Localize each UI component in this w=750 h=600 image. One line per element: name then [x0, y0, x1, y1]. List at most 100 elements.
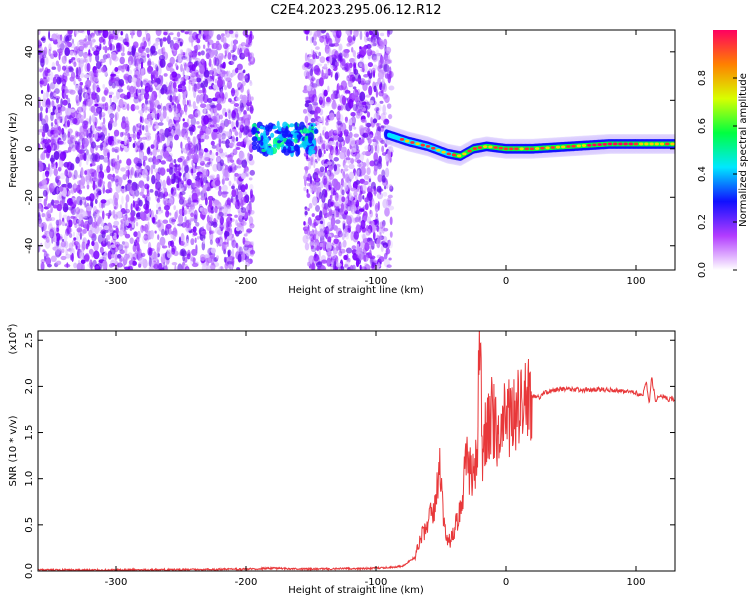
snr-x-axis: -300 -200 -100 0 100 [105, 331, 646, 588]
noise-blob [107, 136, 113, 146]
noise-blob [200, 181, 204, 188]
noise-blob [221, 140, 228, 144]
noise-blob [150, 151, 153, 156]
noise-blob [247, 244, 253, 248]
noise-blob [340, 146, 347, 153]
signal-blob [297, 148, 301, 156]
noise-blob [86, 205, 93, 212]
noise-blob [117, 139, 123, 144]
noise-blob [140, 62, 144, 70]
noise-blob [369, 249, 372, 255]
noise-blob [202, 44, 206, 50]
noise-blob [99, 110, 102, 120]
noise-blob [318, 96, 323, 106]
noise-blob [214, 91, 222, 99]
noise-blob [141, 102, 145, 109]
noise-blob [188, 55, 192, 64]
noise-blob [388, 71, 394, 78]
noise-blob [382, 191, 388, 197]
signal-peak [415, 142, 420, 146]
noise-blob [81, 104, 87, 113]
noise-blob [303, 85, 307, 91]
noise-blob [228, 142, 234, 147]
noise-blob [108, 94, 113, 99]
noise-blob [239, 102, 244, 113]
noise-blob [366, 265, 372, 269]
signal-peak [550, 146, 555, 149]
noise-blob [93, 171, 100, 182]
noise-blob [104, 87, 109, 97]
noise-blob [46, 153, 50, 159]
noise-blob [40, 57, 45, 68]
noise-blob [111, 51, 117, 61]
noise-blob [99, 43, 102, 51]
noise-blob [138, 263, 142, 268]
noise-blob [140, 94, 144, 100]
noise-blob [40, 106, 43, 112]
noise-blob [38, 203, 43, 212]
noise-blob [41, 179, 48, 185]
noise-blob [383, 252, 388, 260]
noise-blob [375, 88, 379, 98]
noise-blob [182, 97, 187, 106]
noise-blob [64, 122, 68, 130]
noise-blob [191, 159, 194, 167]
noise-blob [325, 121, 329, 126]
signal-peak [405, 139, 410, 143]
noise-blob [187, 152, 192, 161]
signal-peak [670, 142, 675, 146]
noise-blob [52, 226, 56, 233]
noise-blob [319, 30, 327, 34]
noise-blob [119, 131, 124, 138]
noise-blob [114, 253, 117, 263]
noise-blob [308, 161, 312, 170]
noise-blob [130, 210, 136, 217]
noise-blob [349, 137, 356, 147]
noise-blob [318, 265, 321, 270]
noise-blob [40, 153, 44, 160]
noise-blob [106, 53, 111, 59]
noise-blob [388, 240, 393, 249]
noise-blob [150, 98, 155, 109]
noise-blob [239, 83, 245, 93]
noise-blob [114, 75, 117, 83]
spectrogram-frame [37, 29, 676, 271]
noise-blob [212, 163, 219, 172]
noise-blob [326, 247, 332, 257]
noise-blob [330, 201, 334, 207]
noise-blob [113, 148, 119, 152]
noise-blob [171, 95, 178, 103]
noise-blob [365, 94, 371, 98]
noise-blob [247, 140, 253, 150]
noise-blob [40, 37, 46, 42]
noise-blob [313, 33, 317, 42]
noise-blob [330, 183, 333, 188]
noise-blob [224, 49, 229, 54]
noise-blob [170, 186, 177, 196]
noise-blob [84, 252, 90, 263]
noise-blob [240, 125, 243, 131]
noise-blob [195, 44, 201, 50]
noise-blob [215, 151, 219, 156]
noise-blob [309, 233, 314, 242]
noise-blob [73, 262, 78, 269]
noise-blob [168, 166, 173, 176]
noise-blob [184, 105, 188, 116]
noise-blob [176, 183, 180, 189]
noise-blob [45, 56, 49, 65]
noise-blob [318, 77, 324, 87]
noise-blob [243, 75, 248, 79]
noise-blob [310, 156, 314, 166]
y-tick-label: 1.0 [24, 471, 35, 487]
noise-blob [224, 262, 229, 270]
noise-blob [356, 102, 363, 107]
noise-blob [125, 194, 130, 203]
noise-blob [390, 151, 393, 158]
noise-blob [360, 184, 367, 193]
signal-peak [602, 142, 607, 146]
noise-blob [95, 53, 100, 63]
noise-blob [311, 36, 314, 43]
noise-blob [126, 91, 131, 99]
noise-blob [60, 98, 63, 107]
noise-blob [227, 108, 231, 113]
